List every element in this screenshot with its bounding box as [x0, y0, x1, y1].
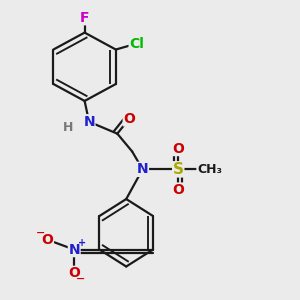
Text: O: O — [172, 183, 184, 197]
Text: O: O — [68, 266, 80, 280]
Text: Cl: Cl — [129, 37, 144, 51]
Text: N: N — [137, 162, 148, 176]
Text: −: − — [36, 228, 46, 238]
Text: O: O — [41, 233, 53, 247]
Text: N: N — [68, 243, 80, 256]
Text: H: H — [63, 121, 74, 134]
Text: −: − — [76, 274, 86, 284]
Text: CH₃: CH₃ — [197, 163, 222, 176]
Text: N: N — [83, 115, 95, 129]
Text: S: S — [173, 162, 184, 177]
Text: O: O — [172, 142, 184, 155]
Text: F: F — [80, 11, 89, 25]
Text: O: O — [123, 112, 135, 126]
Text: +: + — [78, 238, 86, 248]
